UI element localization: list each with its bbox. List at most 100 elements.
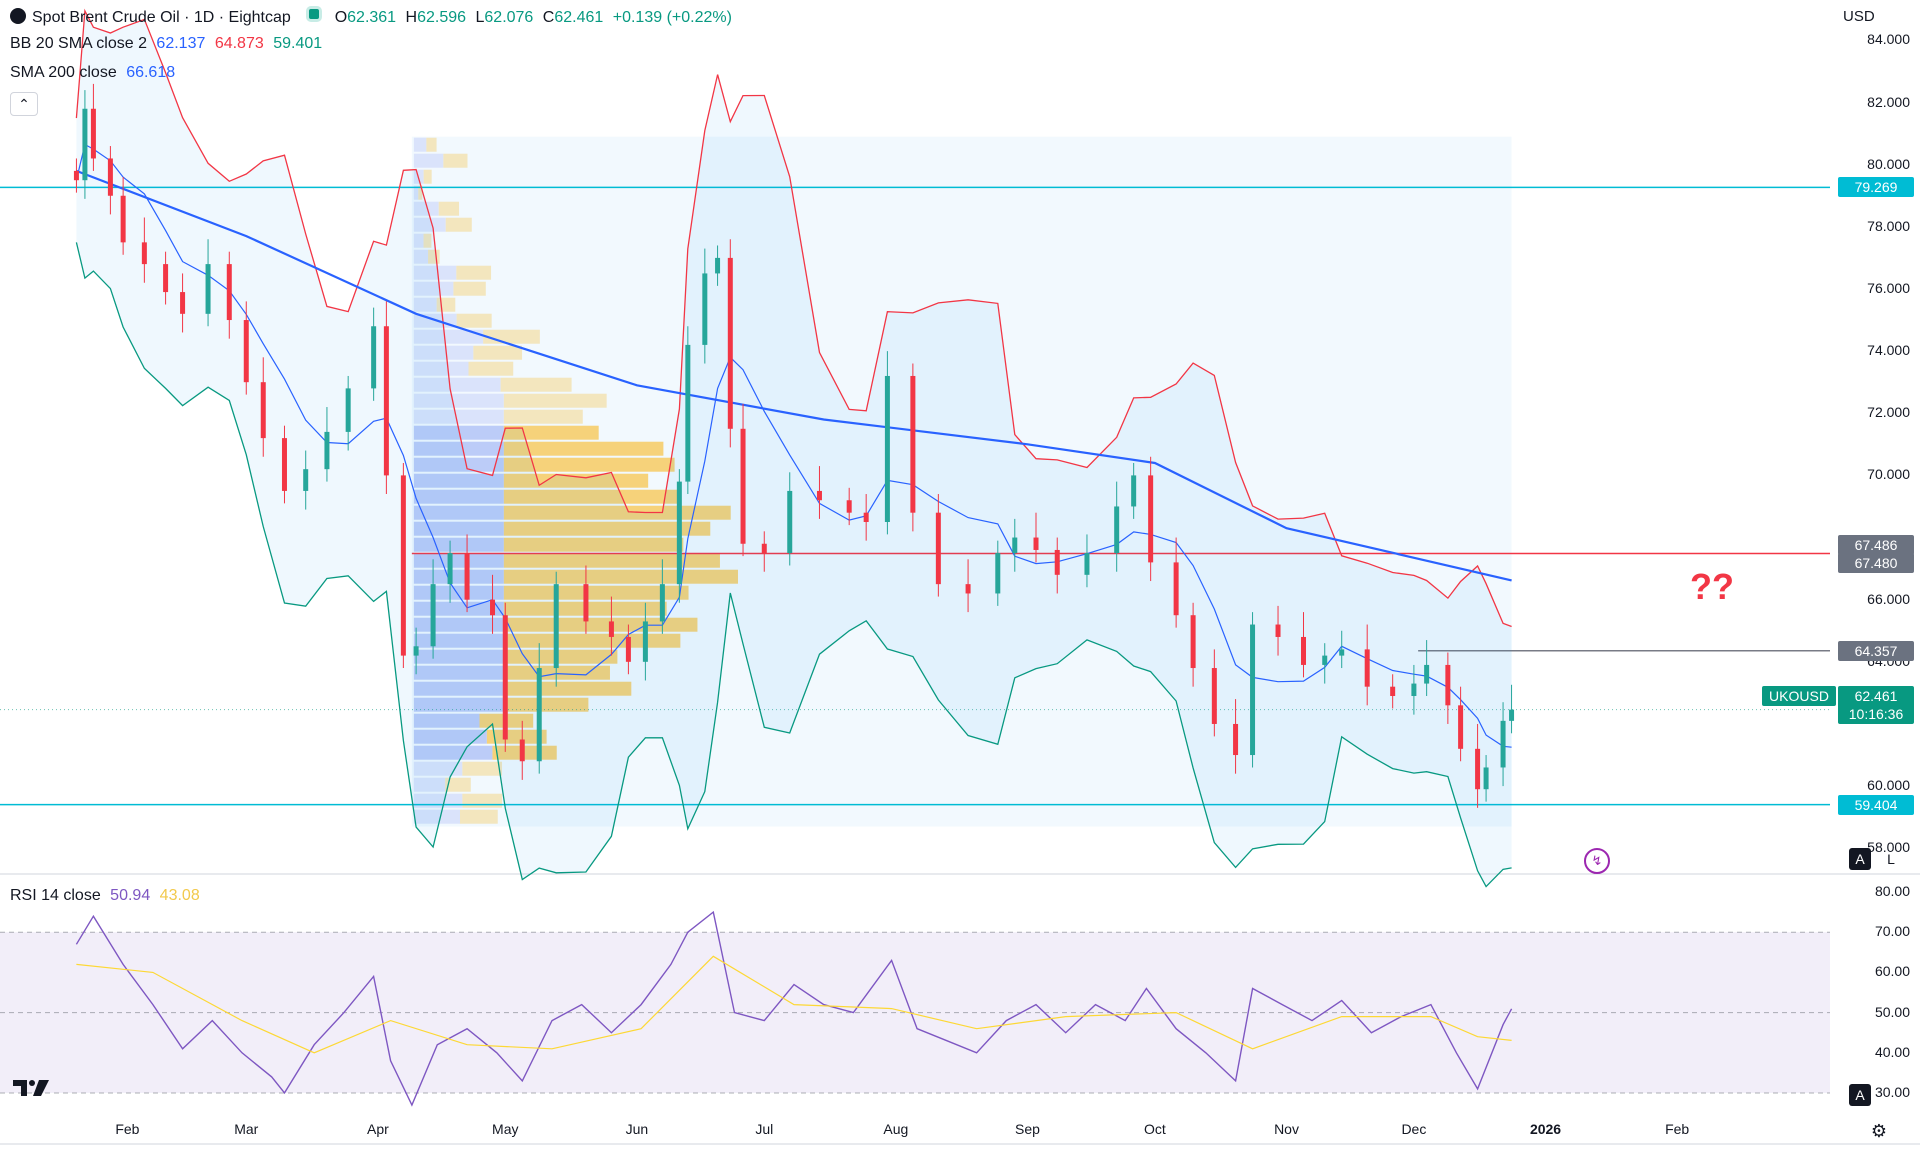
chart-title[interactable]: Spot Brent Crude Oil · 1D · Eightcap: [32, 9, 291, 26]
candle-body: [884, 375, 890, 522]
symbol-logo-icon: [10, 8, 26, 24]
candle-body: [740, 428, 746, 544]
candle-body: [863, 512, 869, 522]
candle-body: [1364, 649, 1370, 687]
collapse-legend-icon[interactable]: ⌃: [10, 92, 38, 116]
candle-body: [324, 431, 330, 470]
market-status-icon: [306, 6, 323, 22]
volume-profile-bar-up: [413, 393, 504, 408]
tradingview-logo-icon[interactable]: [12, 1076, 52, 1100]
candle-body: [180, 292, 186, 314]
countdown: 10:16:36: [1848, 706, 1904, 722]
volume-profile-bar-up: [413, 233, 424, 248]
currency-label[interactable]: USD: [1843, 8, 1875, 25]
candle-body: [685, 344, 691, 482]
rsi-line: [75, 910, 1513, 1107]
candle-body: [1211, 668, 1217, 724]
volume-profile-bar-down: [426, 137, 437, 152]
candle-body: [90, 108, 96, 159]
volume-profile-bar-down: [462, 761, 503, 776]
volume-profile-bar-down: [423, 169, 432, 184]
candle-body: [303, 469, 309, 491]
volume-profile-bar-down: [468, 361, 514, 376]
rsi-tick-label: 80.00: [1874, 883, 1910, 900]
candle-body: [536, 668, 542, 762]
volume-profile-bar-down: [503, 409, 583, 424]
volume-profile-bar-up: [413, 265, 457, 280]
question-annotation[interactable]: ??: [1690, 566, 1734, 607]
sma200-line: [76, 169, 1512, 582]
lightning-icon[interactable]: ↯: [1584, 848, 1610, 874]
settings-gear-icon[interactable]: ⚙: [1870, 1120, 1888, 1141]
candle-body: [383, 326, 389, 476]
volume-profile-bar-up: [413, 601, 504, 616]
bb-label: BB 20 SMA close 2: [10, 35, 147, 52]
rsi-tick-label: 40.00: [1874, 1043, 1910, 1060]
volume-profile-bar-up: [413, 777, 446, 792]
candle-body: [1148, 475, 1154, 563]
candle-body: [1483, 767, 1489, 790]
candle-body: [260, 382, 266, 439]
auto-scale-button[interactable]: A: [1849, 848, 1871, 870]
candle-body: [1084, 553, 1090, 575]
volume-profile-bar-up: [413, 457, 504, 472]
volume-profile-bar-up: [413, 633, 504, 648]
volume-profile-bar-up: [413, 649, 504, 664]
time-tick-label: Aug: [883, 1121, 909, 1137]
volume-profile-bar-up: [413, 441, 504, 456]
volume-profile-bar-up: [413, 665, 504, 680]
candle-body: [583, 584, 589, 622]
log-scale-button[interactable]: L: [1887, 851, 1895, 867]
candle-body: [413, 646, 419, 656]
price-tick-label: 70.000: [1867, 466, 1910, 483]
time-tick-label: Feb: [1665, 1121, 1690, 1137]
candle-body: [430, 584, 436, 647]
candle-body: [702, 273, 708, 345]
volume-profile-bar-up: [413, 345, 474, 360]
price-tick-label: 80.000: [1867, 155, 1910, 172]
time-tick-label: Jun: [625, 1121, 649, 1137]
volume-profile-bar-up: [413, 217, 446, 232]
price-tick-label: 84.000: [1867, 31, 1910, 48]
candle-body: [1250, 624, 1256, 756]
candle-body: [642, 621, 648, 662]
candle-body: [464, 553, 470, 600]
header-legend: Spot Brent Crude Oil · 1D · Eightcap O62…: [10, 6, 737, 27]
rsi-auto-scale-button[interactable]: A: [1849, 1084, 1871, 1106]
volume-profile-bar-up: [413, 505, 504, 520]
ohlc-close-label: C: [542, 9, 555, 26]
volume-profile-bar-up: [413, 761, 463, 776]
ohlc-low-label: L: [475, 9, 485, 26]
volume-profile-bar-up: [413, 713, 480, 728]
candle-body: [447, 553, 453, 585]
candle-body: [1339, 649, 1345, 656]
ohlc-change: +0.139 (+0.22%): [612, 9, 732, 26]
rsi-legend[interactable]: RSI 14 close 50.94 43.08: [10, 887, 205, 905]
candle-body: [141, 242, 147, 265]
candle-body: [1475, 748, 1481, 790]
candle-body: [787, 490, 793, 554]
price-level-badge: 67.486: [1838, 534, 1914, 555]
volume-profile-bar-up: [413, 521, 504, 536]
candle-body: [82, 108, 88, 181]
candle-body: [715, 257, 721, 274]
ohlc-high: 62.596: [417, 9, 467, 26]
last-price-badge: 62.461 10:16:36: [1838, 686, 1914, 724]
time-tick-label: 2026: [1529, 1121, 1562, 1137]
time-tick-label: Mar: [234, 1121, 259, 1137]
candle-body: [281, 438, 287, 491]
candle-body: [676, 481, 682, 585]
volume-profile-bar-down: [456, 265, 492, 280]
candle-body: [1301, 636, 1307, 665]
bb-legend[interactable]: BB 20 SMA close 2 62.137 64.873 59.401: [10, 35, 327, 53]
time-tick-label: Jul: [755, 1121, 774, 1137]
volume-profile-bar-up: [413, 201, 439, 216]
rsi-label: RSI 14 close: [10, 887, 101, 904]
volume-profile-bar-up: [413, 729, 487, 744]
volume-profile-bar-down: [453, 281, 486, 296]
volume-profile-bar-down: [500, 377, 572, 392]
sma-legend[interactable]: SMA 200 close 66.618: [10, 64, 180, 82]
price-tick-label: 58.000: [1867, 839, 1910, 856]
time-tick-label: Dec: [1401, 1121, 1427, 1137]
